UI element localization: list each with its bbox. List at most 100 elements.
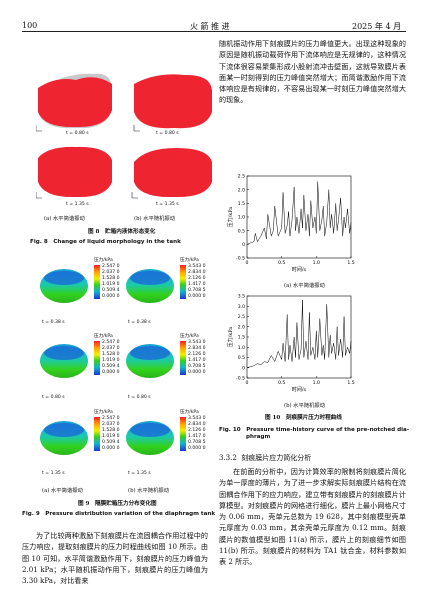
figure-8 [35,70,216,220]
y-axis-label: 压力/kPa [227,327,234,348]
fig9-tank-b1 [126,269,174,303]
fig9-tank-a2 [40,344,88,378]
right-top-paragraph: 随机振动作用下刻痕膜片的压力峰值更大。出现这种现象的原因是随机振动载荷作用下流体… [219,39,406,105]
fig8-time-a2: t = 1.35 s [66,202,89,207]
fig9-legend-values-b1: 3.543 0 2.834 0 2.126 0 1.417 0 0.708 5 0.000… [188,264,206,300]
fig9-legend-values-b3: 3.543 0 2.834 0 2.126 0 1.417 0 0.708 5 0.000… [188,416,206,452]
y-tick-label: 2.5 [238,314,245,320]
figure-9 [36,258,216,528]
fig9-legend-title-a2: 压力/kPa [94,334,113,339]
fig10-caption-cn: 图 10 刻痕膜片压力时程曲线 [265,415,342,421]
y-tick-label: 1.5 [238,201,245,207]
y-tick-label: 2.5 [238,174,245,180]
fig9-tank-b2 [126,344,174,378]
x-axis-label: 时间/s [292,266,307,273]
issue-date: 2025 年 4 月 [352,22,402,31]
right-top-text: 随机振动作用下刻痕膜片的压力峰值更大。出现这种现象的原因是随机振动载荷作用下流体… [219,38,406,106]
fig9-legend-title-a3: 压力/kPa [94,410,113,415]
fig9-time-a1: t = 0.38 s [42,320,65,325]
section-number: 3.3.2 [219,454,237,462]
y-tick-label: 0.5 [238,355,245,361]
fig9-pressure-tanks [40,269,174,455]
fig9-tank-a1 [40,269,88,303]
fig9-colorbar-b3 [180,417,186,451]
fig9-sub-a: (a) 水平简谐振动 [42,488,83,494]
fig9-colorbar-a1 [94,265,100,299]
x-tick-label: 1.0 [313,260,320,266]
x-tick-label: 0.5 [278,380,285,386]
x-tick-label: 0.5 [278,260,285,266]
y-tick-label: 1.0 [238,215,245,221]
fig9-colorbar-b2 [180,341,186,375]
fig9-caption-cn: 图 9 隔膜贮箱压力分布变化图 [78,501,157,507]
fig9-colorbar-a2 [94,341,100,375]
page-number: 100 [22,21,38,30]
y-tick-label: 2.0 [238,187,245,193]
fig10-caption-en-2: phragm [246,434,271,440]
plot-frame [246,175,352,259]
y-tick-label: 1.0 [238,345,245,351]
y-tick-label: 3.5 [238,294,245,300]
fig8-time-b1: t = 0.80 s [156,131,179,136]
fig10-sub-a: (a) 水平简谐振动 [284,283,325,289]
fig9-time-a3: t = 1.35 s [42,471,65,476]
fig9-tank-a3 [40,421,88,455]
x-tick-label: 1.5 [347,260,354,266]
fig8-tank-b1 [133,74,212,132]
fig9-legend-title-b2: 压力/kPa [180,334,199,339]
fig9-legend-values-a1: 2.547 0 2.037 0 1.528 0 1.019 0 0.509 4 0.000… [102,264,120,300]
x-tick-label: 0 [246,260,249,266]
right-bottom-paragraph: 在前面的分析中，因为计算效率的限制将刻痕膜片简化为单一厚度的薄片，为了进一步求解… [219,467,406,567]
fig8-sub-a: (a) 水平简谐振动 [44,216,85,222]
fig8-tank-b2 [131,148,212,199]
fig9-legend-values-b2: 3.543 0 2.834 0 2.126 0 1.417 0 0.708 5 0.000… [188,340,206,376]
fig10-chart-b: -0.500.51.01.52.02.53.03.50 0.5 1.0 1.5压力/k… [227,294,355,393]
x-tick-label: 1.0 [313,380,320,386]
fig8-tank-a2 [35,146,112,199]
fig9-sub-b: (b) 水平随机振动 [128,488,169,494]
fig8-time-b2: t = 1.35 s [156,202,179,207]
fig8-caption-cn: 图 8 贮箱内液体形态变化 [88,229,156,235]
fig9-legend-title-b3: 压力/kPa [180,410,199,415]
fig9-colorbar-b1 [180,265,186,299]
y-tick-label: 0 [242,242,245,248]
left-body-text: 为了比较两种激励下刻痕膜片在流固耦合作用过程中的压力响应，提取刻痕膜片的压力时程… [22,530,208,586]
fig9-legend-title-b1: 压力/kPa [180,258,199,263]
y-tick-label: 2.0 [238,324,245,330]
y-tick-label: -0.5 [236,256,245,262]
fig9-colorbar-a3 [94,417,100,451]
section-title: 刻痕膜片应力简化分析 [241,454,312,462]
fig9-time-b3: t = 1.35 s [128,471,151,476]
fig9-legend-values-a2: 2.547 0 2.037 0 1.528 0 1.019 0 0.509 4 0.000… [102,340,120,376]
pressure-series-line [246,300,352,368]
section-heading: 3.3.2 刻痕膜片应力简化分析 [219,453,311,463]
x-tick-label: 1.5 [347,380,354,386]
fig8-sub-b: (b) 水平随机振动 [134,216,175,222]
fig10-caption-en-1: Fig. 10 Pressure time-history curve of t… [219,427,410,433]
fig8-time-a1: t = 0.80 s [66,131,89,136]
fig9-legend-values-a3: 2.547 0 2.037 0 1.528 0 1.019 0 0.509 4 0.000… [102,416,120,452]
y-tick-label: 0 [242,365,245,371]
y-tick-label: 0.5 [238,228,245,234]
y-tick-label: 1.5 [238,335,245,341]
fig9-time-a2: t = 0.80 s [42,395,65,400]
y-axis-label: 压力/kPa [227,207,234,228]
plot-frame [246,295,352,379]
x-tick-label: 0 [246,380,249,386]
left-paragraph: 为了比较两种激励下刻痕膜片在流固耦合作用过程中的压力响应，提取刻痕膜片的压力时程… [22,531,208,586]
header-rule [22,31,406,32]
fig9-legend-title-a1: 压力/kPa [94,258,113,263]
fig8-tank-a1 [35,73,112,132]
fig8-liquid-shapes [35,73,212,199]
right-bottom-text: 在前面的分析中，因为计算效率的限制将刻痕膜片简化为单一厚度的薄片，为了进一步求解… [219,466,406,568]
journal-name: 火 箭 推 进 [190,22,230,31]
fig9-time-b2: t = 0.80 s [128,395,151,400]
y-tick-label: -0.5 [236,376,245,382]
fig10-sub-b: (b) 水平随机振动 [284,403,325,409]
pressure-series-line [246,181,352,245]
fig9-caption-en: Fig. 9 Pressure distribution variation o… [22,511,216,517]
fig8-caption-en: Fig. 8 Change of liquid morphology in th… [30,239,181,245]
x-axis-label: 时间/s [292,386,307,393]
fig9-tank-b3 [126,421,174,455]
